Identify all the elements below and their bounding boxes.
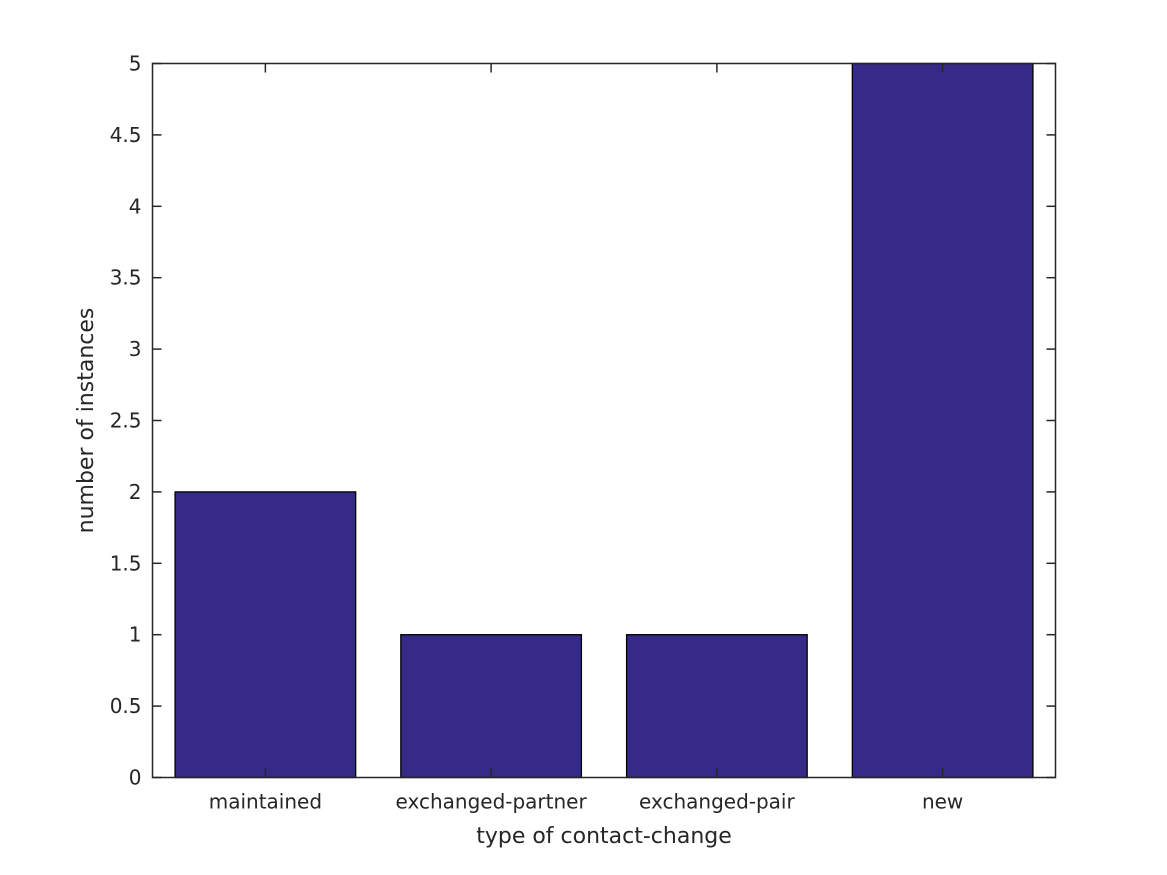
bar-exchanged-pair — [625, 634, 808, 779]
axes-layer: 0 0.5 1 1.5 2 2.5 3 3.5 4 4.5 5 maintained exchanged… — [110, 52, 1057, 814]
y-tick-label: 4 — [129, 194, 142, 218]
y-axis-label: number of instances — [74, 308, 99, 534]
y-tick-label: 1 — [129, 623, 142, 647]
y-tick-label: 5 — [129, 52, 142, 76]
y-tick-label: 3.5 — [110, 266, 142, 290]
x-tick-label: maintained — [209, 790, 322, 814]
x-tick-label: exchanged-partner — [396, 790, 588, 814]
x-axis-label: type of contact-change — [476, 824, 732, 849]
bar-exchanged-partner — [400, 634, 583, 779]
x-tick-label: exchanged-pair — [639, 790, 795, 814]
bars-layer — [174, 62, 1034, 779]
y-tick-label: 4.5 — [110, 123, 142, 147]
y-tick-label: 0 — [129, 766, 142, 790]
bar-maintained — [174, 491, 357, 779]
y-tick-label: 0.5 — [110, 694, 142, 718]
x-tick-label: new — [922, 790, 963, 814]
bar-new — [851, 62, 1034, 779]
y-tick-label: 3 — [129, 337, 142, 361]
y-tick-label: 1.5 — [110, 551, 142, 575]
y-tick-label: 2 — [129, 480, 142, 504]
y-tick-label: 2.5 — [110, 409, 142, 433]
